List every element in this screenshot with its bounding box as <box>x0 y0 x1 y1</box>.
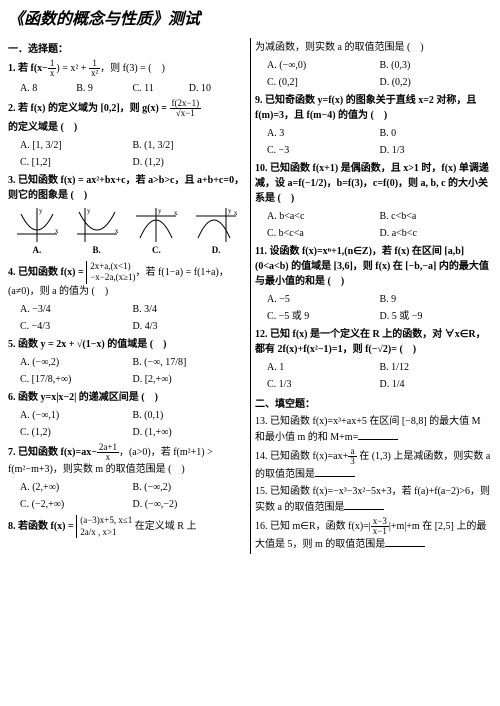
q7-b: B. (−∞,2) <box>133 479 246 496</box>
q9-d: D. 1/3 <box>380 142 493 159</box>
q10-d: D. a<b<c <box>380 225 493 242</box>
q3: 3. 已知函数 f(x) = ax²+bx+c，若 a>b>c，且 a+b+c=… <box>8 173 245 203</box>
section-2: 二、填空题： <box>255 397 492 412</box>
q12-c: C. 1/3 <box>267 376 380 393</box>
q4-d: D. 4/3 <box>133 318 246 335</box>
q5: 5. 函数 y = 2x + √(1−x) 的值域是 ( ) <box>8 337 245 352</box>
q8: 8. 若函数 f(x) = (a−3)x+5, x≤12a/x , x>1 在定… <box>8 515 245 538</box>
q8-b: B. (0,3) <box>380 57 493 74</box>
q4-a: A. −3/4 <box>20 301 133 318</box>
page-title: 《函数的概念与性质》测试 <box>8 8 492 32</box>
q6: 6. 函数 y=x|x−2| 的递减区间是 ( ) <box>8 390 245 405</box>
q7-a: A. (2,+∞) <box>20 479 133 496</box>
svg-text:y: y <box>158 207 162 215</box>
q5-c: C. [17/8,+∞) <box>20 371 133 388</box>
q8c: 为减函数，则实数 a 的取值范围是 ( ) <box>255 40 492 55</box>
q2-d: D. (1,2) <box>133 154 246 171</box>
q15: 15. 已知函数 f(x)=−x³−3x²−5x+3，若 f(a)+f(a−2)… <box>255 484 492 515</box>
q9: 9. 已知奇函数 y=f(x) 的图象关于直线 x=2 对称，且 f(m)=3，… <box>255 93 492 123</box>
q10-b: B. c<b<a <box>380 208 493 225</box>
svg-text:y: y <box>39 207 43 215</box>
q1-b: B. 9 <box>76 80 132 97</box>
q9-b: B. 0 <box>380 125 493 142</box>
q7: 7. 已知函数 f(x)=ax−2a+1x，(a>0)，若 f(m²+1) > … <box>8 443 245 477</box>
q11-a: A. −5 <box>267 291 380 308</box>
q12-a: A. 1 <box>267 359 380 376</box>
q4: 4. 已知函数 f(x) = 2x+a,(x<1)−x−2a,(x≥1)，若 f… <box>8 261 245 299</box>
q3-graphs: xyA. xyB. xyC. xyD. <box>8 206 245 258</box>
q1-d: D. 10 <box>189 80 245 97</box>
q5-a: A. (−∞,2) <box>20 354 133 371</box>
q1-c: C. 11 <box>133 80 189 97</box>
q1-a: A. 8 <box>20 80 76 97</box>
q9-c: C. −3 <box>267 142 380 159</box>
q12-b: B. 1/12 <box>380 359 493 376</box>
q9-a: A. 3 <box>267 125 380 142</box>
svg-text:x: x <box>234 209 238 217</box>
q6-a: A. (−∞,1) <box>20 407 133 424</box>
q11-c: C. −5 或 9 <box>267 308 380 325</box>
q4-c: C. −4/3 <box>20 318 133 335</box>
q16: 16. 已知 m∈R，函数 f(x)=|x−3x−1|+m|+m 在 [2,5]… <box>255 517 492 552</box>
q14: 14. 已知函数 f(x)=ax+a3 在 (1,3) 上是减函数，则实数 a … <box>255 447 492 482</box>
q10-a: A. b<a<c <box>267 208 380 225</box>
q11: 11. 设函数 f(x)=xⁿ+1,(n∈Z)，若 f(x) 在区间 [a,b]… <box>255 244 492 289</box>
q2-b: B. (1, 3/2] <box>133 137 246 154</box>
q1: 1. 若 f(x−1x) = x² + 1x²，则 f(3) = ( ) <box>8 59 245 78</box>
q12-d: D. 1/4 <box>380 376 493 393</box>
q13: 13. 已知函数 f(x)=x³+ax+5 在区间 [−8,8] 的最大值 M … <box>255 414 492 445</box>
left-column: 一．选择题： 1. 若 f(x−1x) = x² + 1x²，则 f(3) = … <box>8 38 251 554</box>
svg-text:x: x <box>55 227 59 235</box>
svg-text:y: y <box>87 207 91 215</box>
svg-text:x: x <box>115 227 119 235</box>
q6-c: C. (1,2) <box>20 424 133 441</box>
q11-b: B. 9 <box>380 291 493 308</box>
q5-d: D. [2,+∞) <box>133 371 246 388</box>
svg-text:x: x <box>174 209 178 217</box>
q10: 10. 已知函数 f(x+1) 是偶函数，且 x>1 时，f(x) 单调递减，设… <box>255 161 492 206</box>
q6-d: D. (1,+∞) <box>133 424 246 441</box>
q7-d: D. (−∞,−2) <box>133 496 246 513</box>
svg-text:y: y <box>228 207 232 215</box>
q4-b: B. 3/4 <box>133 301 246 318</box>
q11-d: D. 5 或 −9 <box>380 308 493 325</box>
q2: 2. 若 f(x) 的定义域为 [0,2]，则 g(x) = f(2x−1)√x… <box>8 99 245 118</box>
q7-c: C. (−2,+∞) <box>20 496 133 513</box>
q8-d: D. (0,2) <box>380 74 493 91</box>
q2-c: C. [1,2] <box>20 154 133 171</box>
q12: 12. 已知 f(x) 是一个定义在 R 上的函数，对 ∀x∈R，都有 2f(x… <box>255 327 492 357</box>
q2-a: A. [1, 3/2] <box>20 137 133 154</box>
q5-b: B. (−∞, 17/8] <box>133 354 246 371</box>
right-column: 为减函数，则实数 a 的取值范围是 ( ) A. (−∞,0)B. (0,3)C… <box>255 38 492 554</box>
q10-c: C. b<c<a <box>267 225 380 242</box>
q8-c: C. (0,2] <box>267 74 380 91</box>
section-1: 一．选择题： <box>8 42 245 57</box>
q8-a: A. (−∞,0) <box>267 57 380 74</box>
q6-b: B. (0,1) <box>133 407 246 424</box>
